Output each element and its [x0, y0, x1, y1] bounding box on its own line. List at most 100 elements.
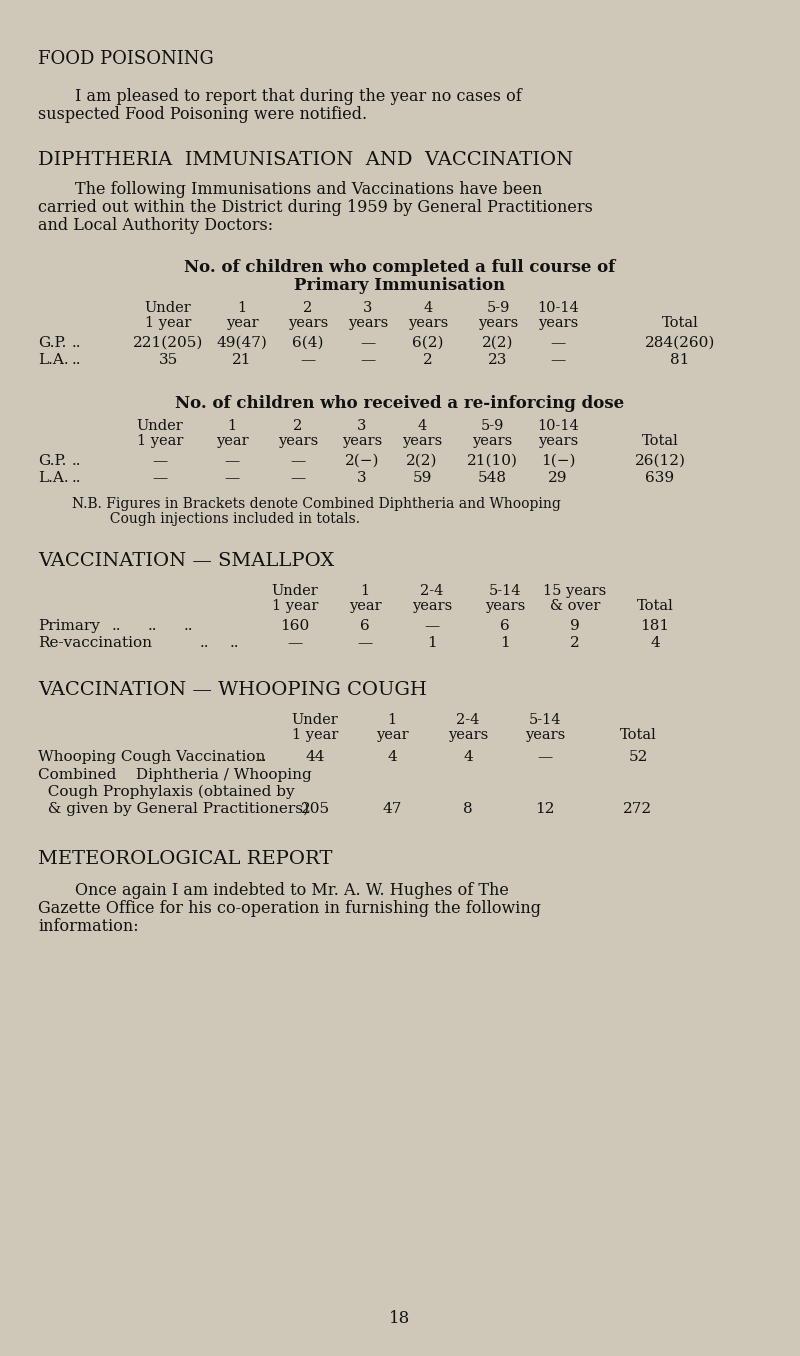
- Text: 205: 205: [301, 801, 330, 816]
- Text: ..: ..: [230, 636, 239, 650]
- Text: 8: 8: [463, 801, 473, 816]
- Text: —: —: [224, 471, 240, 485]
- Text: 18: 18: [390, 1310, 410, 1328]
- Text: The following Immunisations and Vaccinations have been: The following Immunisations and Vaccinat…: [75, 180, 542, 198]
- Text: 4: 4: [387, 750, 397, 763]
- Text: 5-14: 5-14: [489, 584, 522, 598]
- Text: 26(12): 26(12): [634, 454, 686, 468]
- Text: G.P.: G.P.: [38, 336, 66, 350]
- Text: years: years: [525, 728, 565, 742]
- Text: 9: 9: [570, 618, 580, 633]
- Text: 52: 52: [628, 750, 648, 763]
- Text: ..: ..: [184, 618, 194, 633]
- Text: years: years: [408, 316, 448, 330]
- Text: years: years: [538, 434, 578, 447]
- Text: years: years: [485, 599, 525, 613]
- Text: 2: 2: [423, 353, 433, 367]
- Text: 160: 160: [280, 618, 310, 633]
- Text: 1: 1: [227, 419, 237, 433]
- Text: I am pleased to report that during the year no cases of: I am pleased to report that during the y…: [75, 88, 522, 104]
- Text: 5-9: 5-9: [480, 419, 504, 433]
- Text: ..: ..: [112, 618, 122, 633]
- Text: carried out within the District during 1959 by General Practitioners: carried out within the District during 1…: [38, 199, 593, 216]
- Text: 1: 1: [238, 301, 246, 315]
- Text: 49(47): 49(47): [217, 336, 267, 350]
- Text: ..: ..: [200, 636, 210, 650]
- Text: 1 year: 1 year: [272, 599, 318, 613]
- Text: 10-14: 10-14: [537, 419, 579, 433]
- Text: 21: 21: [232, 353, 252, 367]
- Text: Combined    Diphtheria / Whooping: Combined Diphtheria / Whooping: [38, 767, 312, 782]
- Text: —: —: [152, 454, 168, 468]
- Text: years: years: [288, 316, 328, 330]
- Text: 4: 4: [463, 750, 473, 763]
- Text: 272: 272: [623, 801, 653, 816]
- Text: years: years: [478, 316, 518, 330]
- Text: Total: Total: [620, 728, 656, 742]
- Text: Gazette Office for his co-operation in furnishing the following: Gazette Office for his co-operation in f…: [38, 900, 541, 917]
- Text: 6(4): 6(4): [292, 336, 324, 350]
- Text: L.A.: L.A.: [38, 471, 69, 485]
- Text: years: years: [278, 434, 318, 447]
- Text: Under: Under: [292, 713, 338, 727]
- Text: 2(−): 2(−): [345, 454, 379, 468]
- Text: 1: 1: [361, 584, 370, 598]
- Text: 2: 2: [294, 419, 302, 433]
- Text: Whooping Cough Vaccination: Whooping Cough Vaccination: [38, 750, 266, 763]
- Text: and Local Authority Doctors:: and Local Authority Doctors:: [38, 217, 273, 235]
- Text: Cough injections included in totals.: Cough injections included in totals.: [88, 513, 360, 526]
- Text: 2(2): 2(2): [406, 454, 438, 468]
- Text: METEOROLOGICAL REPORT: METEOROLOGICAL REPORT: [38, 850, 333, 868]
- Text: 5-9: 5-9: [486, 301, 510, 315]
- Text: 3: 3: [358, 419, 366, 433]
- Text: 284(260): 284(260): [645, 336, 715, 350]
- Text: years: years: [402, 434, 442, 447]
- Text: VACCINATION — SMALLPOX: VACCINATION — SMALLPOX: [38, 552, 334, 570]
- Text: 1: 1: [427, 636, 437, 650]
- Text: 1: 1: [500, 636, 510, 650]
- Text: 35: 35: [158, 353, 178, 367]
- Text: Primary: Primary: [38, 618, 100, 633]
- Text: —: —: [358, 636, 373, 650]
- Text: No. of children who received a re-inforcing dose: No. of children who received a re-inforc…: [175, 395, 625, 412]
- Text: —: —: [290, 454, 306, 468]
- Text: 2(2): 2(2): [482, 336, 514, 350]
- Text: Re-vaccination: Re-vaccination: [38, 636, 152, 650]
- Text: 4: 4: [418, 419, 426, 433]
- Text: 10-14: 10-14: [537, 301, 579, 315]
- Text: —: —: [300, 353, 316, 367]
- Text: 6: 6: [360, 618, 370, 633]
- Text: Under: Under: [272, 584, 318, 598]
- Text: 1 year: 1 year: [145, 316, 191, 330]
- Text: 4: 4: [423, 301, 433, 315]
- Text: ..: ..: [148, 618, 158, 633]
- Text: Cough Prophylaxis (obtained by: Cough Prophylaxis (obtained by: [38, 785, 294, 800]
- Text: suspected Food Poisoning were notified.: suspected Food Poisoning were notified.: [38, 106, 367, 123]
- Text: Under: Under: [137, 419, 183, 433]
- Text: 2-4: 2-4: [456, 713, 480, 727]
- Text: 2-4: 2-4: [420, 584, 444, 598]
- Text: 5-14: 5-14: [529, 713, 562, 727]
- Text: 4: 4: [650, 636, 660, 650]
- Text: —: —: [287, 636, 302, 650]
- Text: 6: 6: [500, 618, 510, 633]
- Text: 3: 3: [363, 301, 373, 315]
- Text: 2: 2: [570, 636, 580, 650]
- Text: —: —: [360, 336, 376, 350]
- Text: —: —: [152, 471, 168, 485]
- Text: —: —: [550, 336, 566, 350]
- Text: L.A.: L.A.: [38, 353, 69, 367]
- Text: 12: 12: [535, 801, 554, 816]
- Text: —: —: [550, 353, 566, 367]
- Text: years: years: [348, 316, 388, 330]
- Text: & given by General Practitioners): & given by General Practitioners): [38, 801, 309, 816]
- Text: year: year: [349, 599, 382, 613]
- Text: & over: & over: [550, 599, 600, 613]
- Text: year: year: [376, 728, 408, 742]
- Text: 1 year: 1 year: [292, 728, 338, 742]
- Text: —: —: [360, 353, 376, 367]
- Text: year: year: [226, 316, 258, 330]
- Text: information:: information:: [38, 918, 138, 936]
- Text: Primary Immunisation: Primary Immunisation: [294, 277, 506, 294]
- Text: years: years: [472, 434, 512, 447]
